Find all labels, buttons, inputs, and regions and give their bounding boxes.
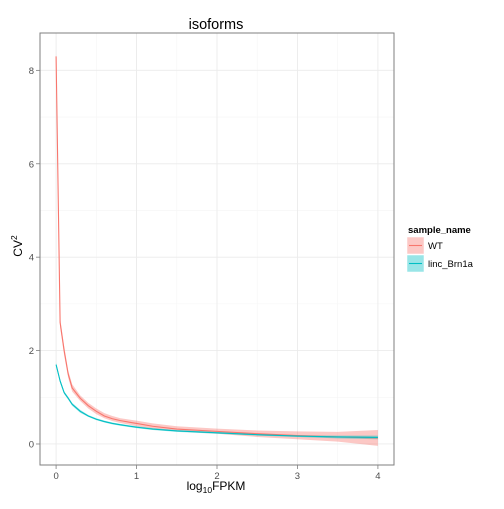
legend-label: linc_Brn1a: [428, 259, 474, 270]
x-tick-label: 3: [295, 471, 300, 482]
x-tick-label: 4: [375, 471, 380, 482]
legend-title: sample_name: [408, 225, 471, 236]
y-tick-label: 0: [29, 439, 34, 450]
y-tick-label: 4: [29, 253, 34, 264]
legend-items: WT linc_Brn1a: [406, 236, 474, 273]
chart-title: isoforms: [189, 17, 244, 33]
legend-label: WT: [428, 241, 443, 252]
series-line: [55, 364, 378, 438]
y-tick-label: 2: [29, 346, 34, 357]
y-axis-label-base: CV: [11, 240, 25, 257]
x-tick-label: 0: [53, 471, 58, 482]
x-axis-label-base: log: [187, 479, 203, 493]
series-ribbon: [56, 51, 378, 446]
x-tick-label: 2: [214, 471, 219, 482]
x-axis-label-subscript: 10: [203, 485, 213, 495]
x-axis-label: log10FPKM: [187, 479, 246, 495]
x-axis-label-rest: FPKM: [212, 479, 245, 493]
y-axis-label: CV2: [9, 235, 25, 257]
y-tick-label: 6: [29, 159, 34, 170]
y-axis-label-superscript: 2: [9, 235, 19, 240]
plot-area: [39, 32, 395, 466]
y-tick-label: 8: [29, 66, 34, 77]
legend: sample_name WT linc_Brn1a: [406, 225, 474, 273]
x-tick-label: 1: [134, 471, 139, 482]
series-line: [55, 56, 378, 439]
